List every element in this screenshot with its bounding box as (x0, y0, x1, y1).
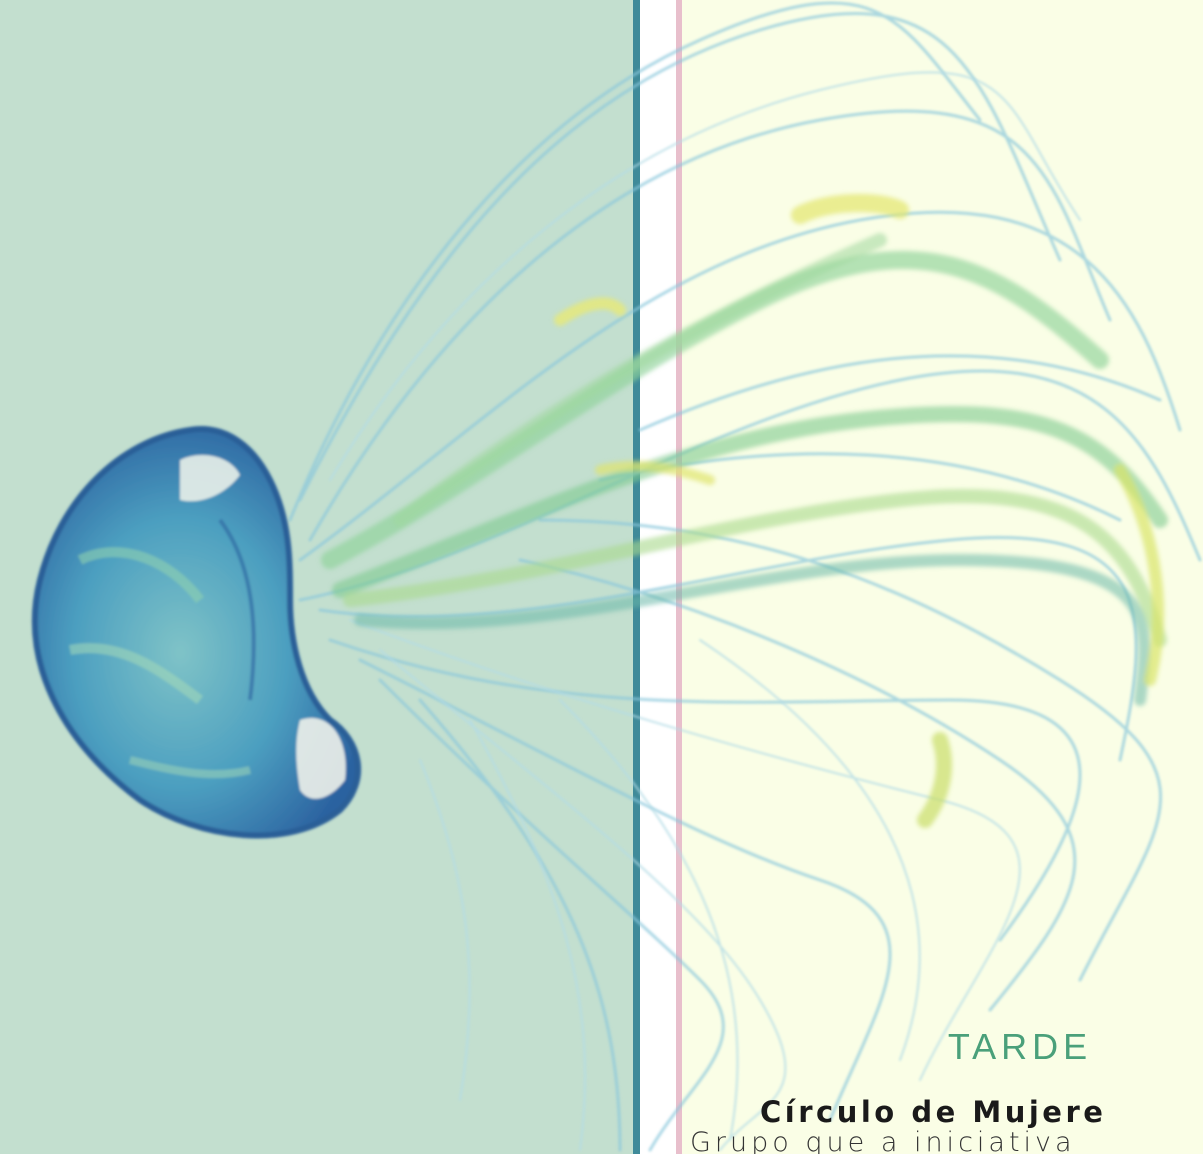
thin-tentacles-pale (329, 71, 1081, 1151)
white-divider-stripe (640, 0, 676, 1154)
heading-tarde: TARDE (947, 1026, 1093, 1067)
teal-divider-stripe (633, 0, 640, 1154)
subtitle-circulo: Círculo de Mujere (760, 1095, 1107, 1129)
jellyfish-bell (31, 426, 361, 839)
pink-divider-stripe (676, 0, 682, 1154)
oral-arms (321, 194, 1168, 828)
description-text: Grupo que a iniciativa (690, 1127, 1076, 1154)
